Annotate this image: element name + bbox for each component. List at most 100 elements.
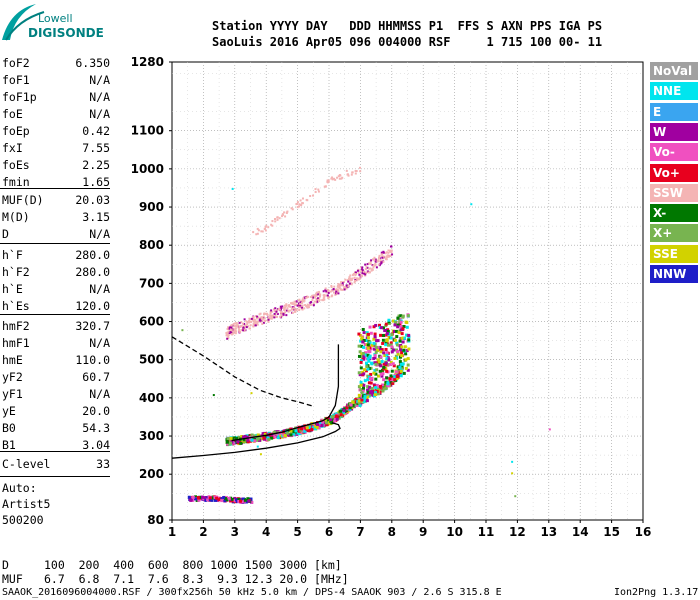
echo-point: [376, 358, 380, 362]
echo-point: [311, 294, 314, 297]
echo-point: [388, 250, 391, 253]
echo-point: [244, 325, 247, 328]
echo-point: [365, 265, 368, 268]
echo-point: [256, 437, 260, 441]
echo-point: [243, 322, 246, 325]
echo-point: [361, 386, 365, 390]
param-row-he: h`E N/A: [2, 282, 110, 298]
echo-point: [384, 343, 388, 347]
echo-point: [339, 283, 342, 286]
echo-point: [370, 376, 374, 380]
param-name: D: [2, 227, 9, 241]
echo-point: [392, 319, 396, 323]
param-name: M(D): [2, 210, 30, 224]
echo-point: [369, 267, 372, 270]
echo-point: [337, 175, 340, 178]
echo-point: [317, 426, 321, 430]
echo-point: [377, 263, 380, 266]
echo-point: [230, 326, 233, 329]
echo-point: [306, 295, 309, 298]
echo-point: [384, 361, 388, 365]
isolated-echo: [212, 394, 215, 397]
echo-point: [376, 339, 380, 343]
echo-point: [326, 181, 329, 184]
echo-point: [364, 273, 367, 276]
echo-point: [395, 356, 399, 360]
echo-point: [402, 371, 406, 375]
echo-point: [359, 366, 363, 370]
echo-point: [385, 369, 389, 373]
logo-line1: Lowell: [38, 12, 73, 25]
echo-point: [274, 314, 277, 317]
echo-point: [381, 333, 385, 337]
legend-item-noval: NoVal: [650, 62, 698, 80]
echo-point: [351, 403, 355, 407]
echo-point: [373, 393, 377, 397]
echo-point: [210, 498, 214, 502]
echo-point: [264, 434, 268, 438]
echo-point: [358, 277, 361, 280]
echo-point: [370, 393, 374, 397]
echo-point: [359, 166, 362, 169]
echo-point: [271, 224, 274, 227]
echo-point: [341, 282, 344, 285]
echo-point: [229, 326, 232, 329]
echo-point: [343, 286, 346, 289]
echo-point: [294, 429, 298, 433]
y-tick-label: 500: [139, 353, 164, 367]
echo-point: [330, 286, 333, 289]
x-tick-label: 10: [446, 525, 463, 539]
echo-point: [399, 328, 403, 332]
echo-point: [387, 321, 391, 325]
param-row-fof1p: foF1p N/A: [2, 90, 110, 106]
echo-point: [317, 298, 320, 301]
echo-point: [286, 307, 289, 310]
model-dashed: [171, 336, 314, 407]
x-tick-label: 12: [509, 525, 526, 539]
param-value: N/A: [89, 73, 110, 87]
header-line2: SaoLuis 2016 Apr05 096 004000 RSF 1 715 …: [212, 35, 603, 49]
echo-point: [317, 190, 320, 193]
echo-point: [239, 499, 243, 503]
echo-point: [399, 374, 403, 378]
trace-solid: [231, 344, 340, 442]
echo-point: [340, 409, 344, 413]
echo-point: [345, 287, 348, 290]
echo-point: [291, 306, 294, 309]
echo-point: [367, 271, 370, 274]
echo-point: [361, 340, 365, 344]
echo-point: [376, 392, 380, 396]
echo-point: [372, 325, 376, 329]
echo-point: [389, 341, 393, 345]
auto-version: 500200: [2, 513, 44, 527]
x-tick-label: 11: [478, 525, 495, 539]
echo-point: [281, 305, 284, 308]
echo-point: [206, 498, 210, 502]
digisonde-logo: Lowell DIGISONDE: [0, 0, 110, 44]
echo-point: [360, 394, 364, 398]
echo-point: [240, 321, 243, 324]
echo-point: [235, 330, 238, 333]
echo-point: [396, 325, 400, 329]
echo-point: [230, 329, 233, 332]
echo-point: [334, 288, 337, 291]
echo-point: [285, 303, 288, 306]
legend-item-xplus: X+: [650, 224, 698, 243]
param-row-d: D N/A: [2, 227, 110, 243]
echo-point: [338, 177, 341, 180]
echo-point: [368, 391, 372, 395]
param-value: 120.0: [75, 299, 110, 313]
echo-point: [370, 259, 373, 262]
echo-point: [332, 288, 335, 291]
echo-point: [395, 377, 399, 381]
separator: [0, 476, 110, 477]
echo-point: [201, 495, 205, 499]
echo-point: [398, 366, 402, 370]
echo-point: [321, 299, 324, 302]
param-row-foe: foE N/A: [2, 107, 110, 123]
echo-point: [284, 215, 287, 218]
echo-point: [372, 258, 375, 261]
echo-point: [325, 423, 329, 427]
echo-point: [261, 322, 264, 325]
echo-point: [378, 369, 382, 373]
